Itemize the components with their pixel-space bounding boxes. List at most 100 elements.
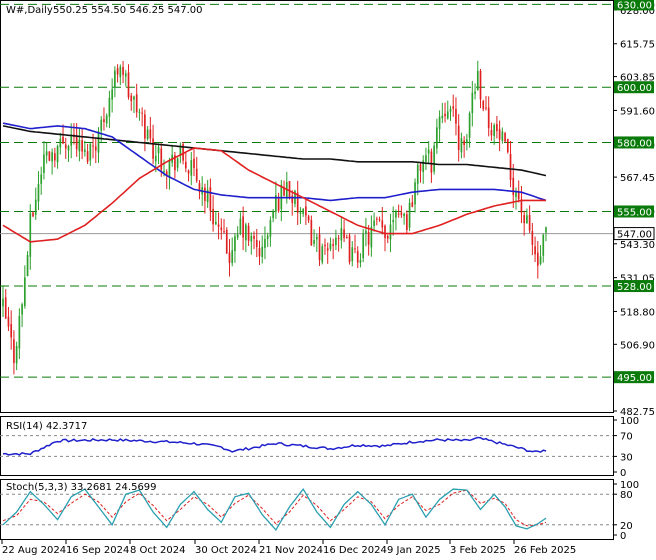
candle-173 xyxy=(474,83,476,100)
candle-7 xyxy=(21,302,23,328)
candle-6 xyxy=(18,308,21,359)
candle-52 xyxy=(144,109,146,152)
candle-153 xyxy=(419,162,422,183)
date-tick-8: 26 Feb 2025 xyxy=(514,545,576,556)
candle-88 xyxy=(242,206,244,251)
candle-25 xyxy=(70,123,73,159)
candle-184 xyxy=(504,131,506,143)
candle-77 xyxy=(212,195,214,232)
candle-126 xyxy=(345,234,348,239)
date-tick-1: 16 Sep 2024 xyxy=(66,545,129,556)
level-label-4: 528.00 xyxy=(614,280,654,293)
date-tick-3: 30 Oct 2024 xyxy=(195,545,257,556)
candle-94 xyxy=(258,240,261,265)
candle-178 xyxy=(487,96,490,137)
candle-172 xyxy=(471,81,474,127)
level-labels: 630.00 600.00 580.00 555.00 528.00 495.00 547.… xyxy=(613,0,655,384)
candle-79 xyxy=(217,212,220,240)
candle-135 xyxy=(370,215,373,257)
candle-30 xyxy=(84,140,86,157)
candle-93 xyxy=(255,228,258,258)
candle-5 xyxy=(15,341,18,371)
candle-15 xyxy=(43,140,45,180)
candle-137 xyxy=(375,216,378,226)
candle-97 xyxy=(266,232,269,248)
candle-155 xyxy=(425,147,427,171)
date-tick-6: 9 Jan 2025 xyxy=(387,545,441,556)
svg-text:495.00: 495.00 xyxy=(617,373,652,384)
candle-53 xyxy=(146,126,149,141)
date-tick-7: 3 Feb 2025 xyxy=(450,545,506,556)
candle-194 xyxy=(531,222,534,256)
candle-147 xyxy=(403,212,405,225)
stoch-title: Stoch(5,3,3) 33.2681 24.5699 xyxy=(6,482,157,493)
candle-198 xyxy=(542,233,545,263)
candle-14 xyxy=(40,166,43,195)
candle-119 xyxy=(326,242,329,264)
candle-176 xyxy=(482,99,485,112)
candle-187 xyxy=(512,164,515,208)
candle-100 xyxy=(275,181,277,219)
candle-165 xyxy=(452,94,455,117)
ma-fast-line xyxy=(2,147,546,243)
rsi-tick-2: 30 xyxy=(620,452,633,463)
svg-text:555.00: 555.00 xyxy=(617,207,652,218)
candle-48 xyxy=(133,95,135,113)
candle-87 xyxy=(239,212,242,236)
candle-191 xyxy=(523,210,526,236)
candle-131 xyxy=(359,253,362,268)
candle-148 xyxy=(405,210,408,235)
candle-78 xyxy=(214,212,217,226)
candle-157 xyxy=(430,148,433,183)
price-tick-11: 506.90 xyxy=(620,340,655,351)
candle-49 xyxy=(135,83,138,118)
candle-154 xyxy=(422,155,425,184)
rsi-panel: 100 70 30 0 xyxy=(0,416,639,479)
candle-60 xyxy=(165,169,168,189)
candle-43 xyxy=(119,64,122,86)
candle-152 xyxy=(416,163,419,196)
price-tick-8: 543.30 xyxy=(620,240,655,251)
candle-192 xyxy=(526,208,528,224)
candle-9 xyxy=(26,251,29,277)
candle-124 xyxy=(340,217,343,249)
candle-57 xyxy=(157,143,160,165)
chart-header-symbol: W#,Daily xyxy=(6,5,53,16)
candle-99 xyxy=(272,208,274,223)
candle-136 xyxy=(373,212,375,232)
candle-23 xyxy=(64,137,67,159)
candle-140 xyxy=(384,224,386,252)
rsi-tick-1: 70 xyxy=(620,432,633,443)
level-label-5: 495.00 xyxy=(614,371,654,384)
candle-130 xyxy=(356,246,359,269)
candle-196 xyxy=(536,241,539,279)
rsi-line xyxy=(2,436,547,456)
candle-84 xyxy=(231,237,234,267)
stoch-d-line xyxy=(2,489,547,527)
candle-36 xyxy=(100,116,103,142)
price-tick-1: 628.00 xyxy=(620,6,655,17)
stoch-tick-1: 80 xyxy=(620,490,633,501)
rsi-tick-3: 0 xyxy=(620,468,626,479)
candle-91 xyxy=(250,232,253,255)
candle-101 xyxy=(277,192,280,213)
candle-121 xyxy=(332,238,335,260)
candle-38 xyxy=(105,113,108,128)
candle-12 xyxy=(34,187,37,220)
candle-193 xyxy=(528,205,531,234)
candle-110 xyxy=(302,208,304,217)
candle-61 xyxy=(168,157,171,190)
candle-146 xyxy=(400,205,403,218)
candle-182 xyxy=(498,120,501,152)
candle-120 xyxy=(329,237,332,252)
candle-199 xyxy=(545,226,547,242)
candle-109 xyxy=(299,207,302,224)
candle-17 xyxy=(48,151,51,162)
candle-2 xyxy=(7,306,10,332)
svg-text:580.00: 580.00 xyxy=(617,138,652,149)
date-tick-5: 16 Dec 2024 xyxy=(323,545,387,556)
candle-145 xyxy=(397,204,400,218)
price-panel-frame xyxy=(0,0,614,413)
